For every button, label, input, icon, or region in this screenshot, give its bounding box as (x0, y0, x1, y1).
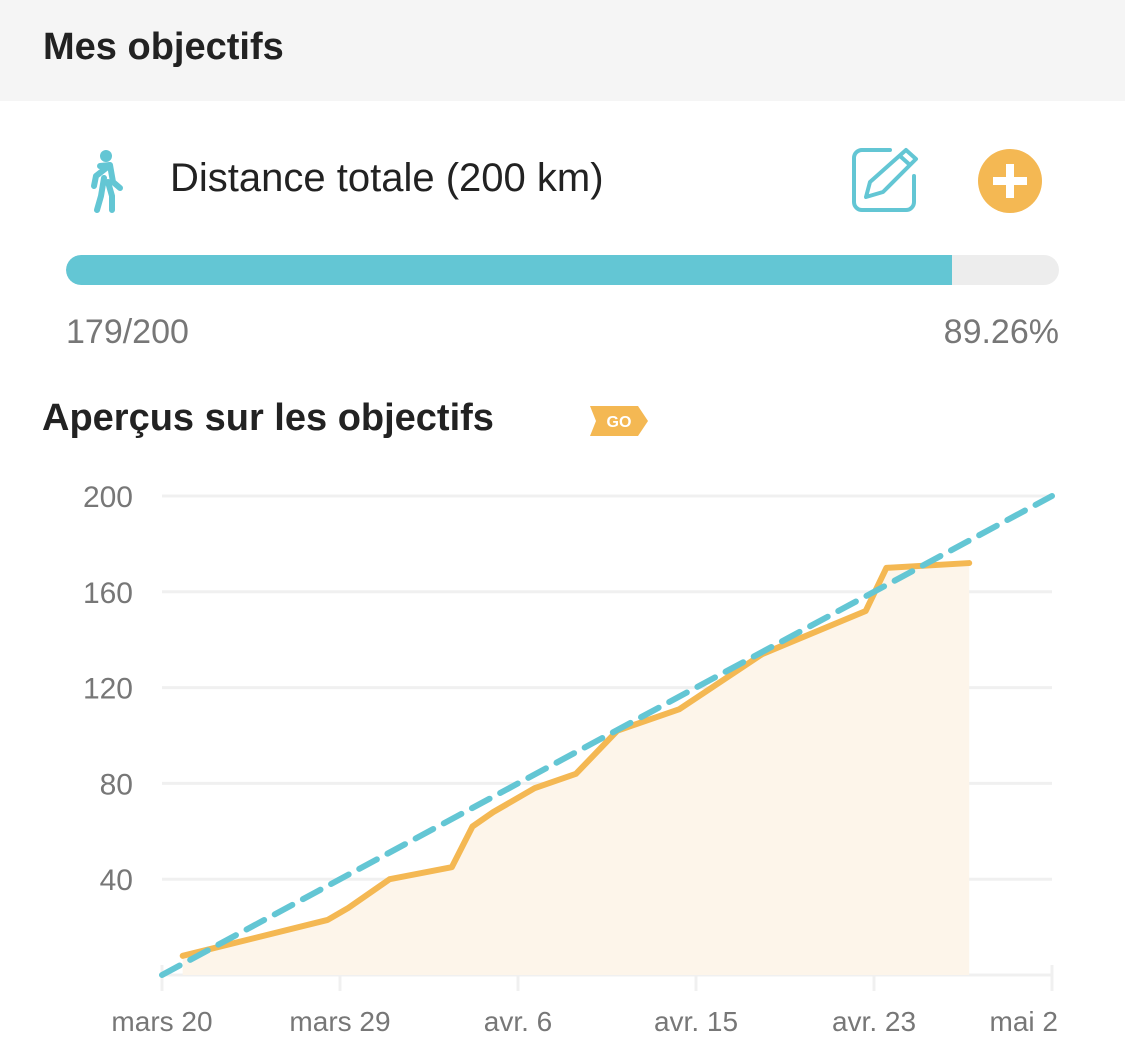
progress-count: 179/200 (66, 313, 189, 351)
x-tick-label: mars 29 (289, 1006, 390, 1037)
progress-percent: 89.26% (943, 313, 1059, 351)
progress-area (182, 563, 970, 975)
y-tick-label: 80 (100, 768, 133, 801)
progress-line (179, 560, 973, 959)
y-tick-label: 160 (83, 577, 133, 610)
y-tick-label: 40 (100, 864, 133, 897)
y-tick-label: 200 (83, 481, 133, 514)
x-tick-label: mai 2 (990, 1006, 1058, 1037)
x-tick-label: mars 20 (111, 1006, 212, 1037)
insights-title: Aperçus sur les objectifs (42, 397, 494, 439)
x-tick-label: avr. 23 (832, 1006, 916, 1037)
goal-title: Distance totale (200 km) (170, 156, 604, 200)
edit-button[interactable] (850, 146, 920, 221)
go-badge[interactable]: GO (588, 404, 650, 443)
progress-bar-fill (66, 255, 953, 285)
x-tick-label: avr. 15 (654, 1006, 738, 1037)
edit-icon (852, 148, 918, 212)
page-title: Mes objectifs (43, 26, 284, 68)
walking-person-icon (82, 148, 128, 219)
x-tick-label: avr. 6 (484, 1006, 552, 1037)
target-line (159, 493, 1055, 978)
progress-bar (66, 255, 1059, 285)
go-badge-label: GO (607, 414, 632, 431)
plus-circle-icon (978, 149, 1042, 213)
y-tick-label: 120 (83, 673, 133, 706)
add-button[interactable] (977, 148, 1043, 219)
header: Mes objectifs (0, 0, 1125, 101)
